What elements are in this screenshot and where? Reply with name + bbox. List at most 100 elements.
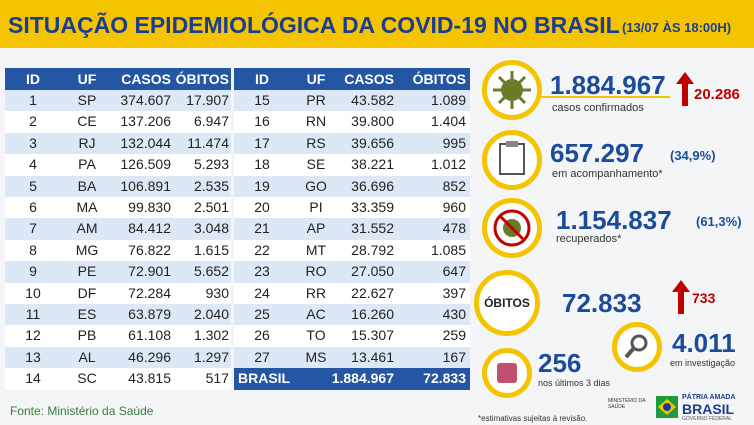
table-cell: 13 (25, 348, 41, 365)
table-cell: 10 (25, 284, 41, 301)
table-cell: RR (305, 284, 327, 301)
timestamp: (13/07 ÀS 18:00H) (622, 20, 732, 35)
table-cell: 31.552 (351, 220, 394, 237)
table-row (5, 282, 231, 304)
deaths-label: ÓBITOS (484, 296, 530, 310)
total-cell: 72.833 (423, 370, 466, 387)
table-cell: 99.830 (128, 199, 171, 215)
table-cell: 63.879 (128, 306, 171, 322)
recovered-percent: (61,3%) (696, 214, 742, 229)
table-row (5, 154, 231, 176)
table-cell: 33.359 (351, 199, 394, 215)
table-cell: CE (77, 113, 97, 130)
table-cell: 132.044 (120, 134, 171, 151)
total-row (234, 368, 470, 390)
table-cell: BA (77, 177, 97, 194)
confirmed-label: casos confirmados (552, 102, 644, 114)
logo-country: BRASIL (682, 401, 735, 417)
table-cell: 19 (254, 177, 270, 194)
title: SITUAÇÃO EPIDEMIOLÓGICA DA COVID-19 NO B… (8, 12, 620, 38)
virus-icon (493, 71, 531, 109)
table-cell: 12 (25, 327, 41, 344)
table-cell: PE (77, 263, 97, 280)
table-cell: 930 (205, 284, 229, 301)
table-row (234, 154, 470, 176)
table-cell: 517 (205, 370, 229, 387)
table-cell: MT (305, 241, 327, 258)
table-cell: RS (306, 134, 326, 151)
table-cell: SP (77, 92, 97, 108)
table-cell: 22.627 (351, 284, 394, 301)
table-row (5, 218, 231, 240)
icon-recovered (482, 198, 542, 258)
column-header: ÓBITOS (412, 71, 466, 87)
table-cell: 2.501 (193, 199, 229, 215)
table-cell: TO (306, 327, 326, 344)
table-cell: 72.284 (128, 284, 171, 301)
last-days-label: nos últimos 3 dias (538, 378, 611, 388)
table-cell: 36.696 (351, 177, 394, 194)
table-cell: 39.800 (351, 113, 394, 130)
recovered-label: recuperados* (556, 233, 622, 245)
table-row (234, 111, 470, 133)
confirmed-increase: 20.286 (694, 86, 740, 103)
table-row (5, 346, 231, 369)
table-cell: 7 (29, 220, 37, 237)
table-cell: MG (75, 241, 99, 258)
table-cell: 397 (442, 284, 466, 301)
table-cell: 3 (29, 134, 37, 151)
table-row (234, 282, 470, 304)
table-cell: PB (77, 327, 97, 344)
table-row (234, 197, 470, 219)
table-row (5, 90, 231, 112)
last-days-value: 256 (538, 348, 582, 378)
table-cell: PA (78, 156, 96, 173)
table-cell: 39.656 (351, 134, 394, 151)
source: Fonte: Ministério da Saúde (10, 404, 154, 418)
icon-search (612, 322, 662, 372)
deaths-value: 72.833 (562, 288, 642, 318)
table-cell: 1.297 (193, 348, 229, 365)
table-row (234, 261, 470, 283)
monitoring-label: em acompanhamento* (552, 168, 663, 180)
table-cell: 167 (442, 348, 466, 365)
table-cell: 126.509 (120, 156, 171, 173)
table-cell: 26 (254, 327, 270, 344)
table-cell: 13.461 (351, 348, 394, 365)
table-cell: 84.412 (128, 220, 171, 237)
column-header: CASOS (121, 71, 171, 87)
table-row (5, 239, 231, 262)
table-cell: 647 (442, 263, 466, 280)
table-cell: 852 (442, 177, 466, 194)
table-cell: 43.582 (351, 92, 394, 108)
table-cell: SE (306, 156, 326, 173)
search-icon (624, 334, 648, 359)
table-cell: AC (306, 306, 326, 322)
table-cell: 18 (254, 156, 270, 173)
table-cell: 2.040 (193, 306, 229, 322)
table-cell: 8 (29, 241, 37, 258)
monitoring-value: 657.297 (550, 138, 644, 168)
recovered-value: 1.154.837 (556, 205, 672, 235)
table-cell: DF (77, 284, 97, 301)
logo-government: GOVERNO FEDERAL (682, 416, 733, 422)
table-header (5, 68, 231, 90)
deaths-badge: ÓBITOS (474, 270, 540, 336)
table-row (5, 132, 231, 155)
table-cell: AL (78, 348, 96, 365)
table-cell: 22 (254, 241, 270, 258)
table-cell: 5.652 (193, 263, 229, 280)
table-cell: ES (77, 306, 97, 322)
investigation-label: em investigação (670, 358, 736, 368)
table-row (5, 175, 231, 197)
table-cell: 38.221 (351, 156, 394, 173)
table-cell: 14 (25, 370, 41, 387)
table-cell: 3.048 (193, 220, 229, 237)
table-cell: 995 (442, 134, 466, 151)
column-header: CASOS (344, 71, 394, 87)
table-cell: 1.615 (193, 241, 229, 258)
table-cell: 5 (29, 177, 37, 194)
monitoring-percent: (34,9%) (670, 148, 716, 163)
table-cell: 1.404 (430, 113, 466, 130)
table-cell: 1.085 (430, 241, 466, 258)
